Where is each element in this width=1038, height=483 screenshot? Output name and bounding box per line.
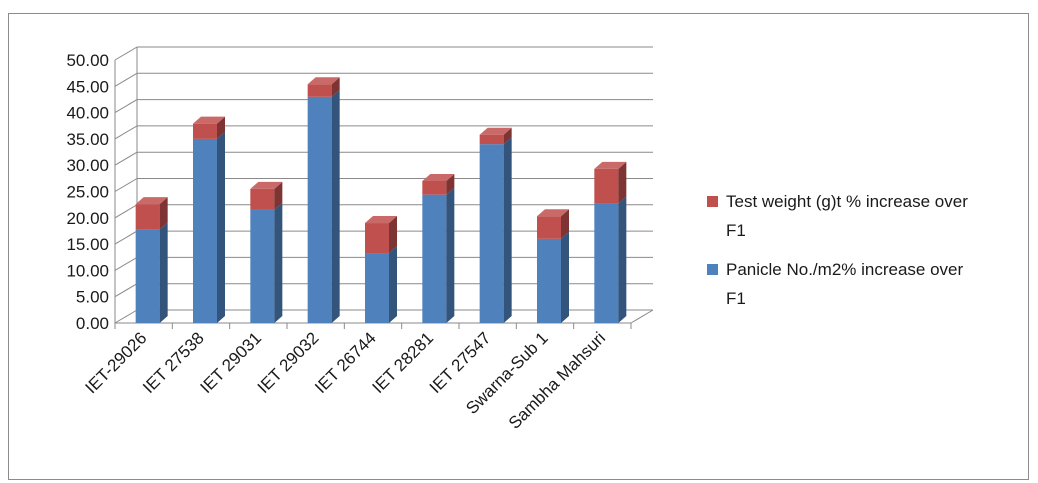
bar-segment-side <box>618 196 627 323</box>
bar-segment-front <box>365 223 389 254</box>
gridline-side <box>114 125 138 140</box>
bar-segment-side <box>446 173 455 195</box>
gridline-side <box>114 151 138 166</box>
y-tick-label: 45.00 <box>66 77 109 96</box>
y-tick-label: 10.00 <box>66 261 109 280</box>
bar-segment-front <box>422 180 447 195</box>
bar-segment-top <box>537 209 569 217</box>
bar-segment-side <box>503 127 512 145</box>
bar-segment-side <box>159 222 168 323</box>
gridline-side <box>114 99 138 114</box>
bar-segment-side <box>217 131 225 323</box>
y-tick-label: 50.00 <box>66 51 109 70</box>
legend-swatch <box>707 196 718 207</box>
x-tick-label: IET 29031 <box>196 328 265 397</box>
bar-segment-side <box>274 181 283 210</box>
gridline-side <box>114 204 138 219</box>
bar-segment-front <box>365 253 389 323</box>
bar-segment-side <box>389 246 397 323</box>
bar-segment-top <box>135 197 168 205</box>
y-tick-label: 0.00 <box>76 314 109 333</box>
bar-segment-front <box>594 168 619 204</box>
bar-segment-top <box>250 181 283 189</box>
y-tick-label: 15.00 <box>66 235 109 254</box>
bar-segment-top <box>193 116 225 124</box>
bar-segment-front <box>135 229 160 323</box>
bar-segment-side <box>217 116 225 139</box>
bar-segment-side <box>503 137 512 323</box>
y-tick-label: 5.00 <box>76 288 109 307</box>
bar-segment-side <box>159 197 168 230</box>
gridline-side <box>114 309 138 324</box>
y-tick-label: 35.00 <box>66 130 109 149</box>
legend-label: F1 <box>726 289 746 308</box>
bar-segment-front <box>193 123 217 139</box>
bar-segment-front <box>537 238 561 323</box>
bar-segment-front <box>479 144 504 323</box>
bar-segment-front <box>307 96 332 323</box>
gridline-side <box>114 256 138 271</box>
bar-segment-front <box>537 216 561 239</box>
gridline-side <box>114 72 138 87</box>
y-tick-label: 30.00 <box>66 156 109 175</box>
x-tick-label: IET 27538 <box>139 328 208 397</box>
bar-segment-side <box>331 89 340 323</box>
bar-segment-front <box>135 204 160 230</box>
legend-label: Test weight (g)t % increase over <box>726 192 968 211</box>
gridline-side <box>114 46 138 61</box>
bar-segment-top <box>479 127 512 135</box>
bar-segment-side <box>389 216 397 254</box>
legend-swatch <box>707 264 718 275</box>
bar-segment-side <box>561 209 569 239</box>
bar-segment-side <box>274 202 283 323</box>
y-tick-label: 20.00 <box>66 209 109 228</box>
x-tick-label: Sambha Mahsuri <box>505 328 609 432</box>
bar-segment-front <box>250 209 275 323</box>
gridline-side <box>114 178 138 192</box>
chart-frame <box>8 13 1029 480</box>
bar-segment-front <box>307 84 332 97</box>
bar-segment-front <box>422 194 447 323</box>
legend-label: F1 <box>726 221 746 240</box>
floor-edge <box>630 309 654 324</box>
bar-segment-top <box>594 161 627 169</box>
bar-segment-side <box>446 187 455 323</box>
gridline-side <box>114 230 138 245</box>
x-tick-label: IET 26744 <box>311 328 380 397</box>
y-tick-label: 40.00 <box>66 104 109 123</box>
bar-segment-top <box>422 173 455 181</box>
y-tick-label: 25.00 <box>66 183 109 202</box>
bar-segment-front <box>193 138 217 323</box>
bar-segment-top <box>365 216 397 224</box>
bar-segment-side <box>561 231 569 323</box>
legend-label: Panicle No./m2% increase over <box>726 260 964 279</box>
bar-segment-side <box>331 77 340 97</box>
bar-segment-side <box>618 161 627 204</box>
bar-segment-front <box>479 134 504 145</box>
bar-segment-front <box>250 188 275 210</box>
bar-segment-top <box>307 77 340 85</box>
x-tick-label: IET 29032 <box>254 328 323 397</box>
bar-segment-front <box>594 203 619 323</box>
gridline-side <box>114 283 138 298</box>
x-tick-label: IET 28281 <box>368 328 437 397</box>
x-tick-label: IET-29026 <box>82 328 151 397</box>
